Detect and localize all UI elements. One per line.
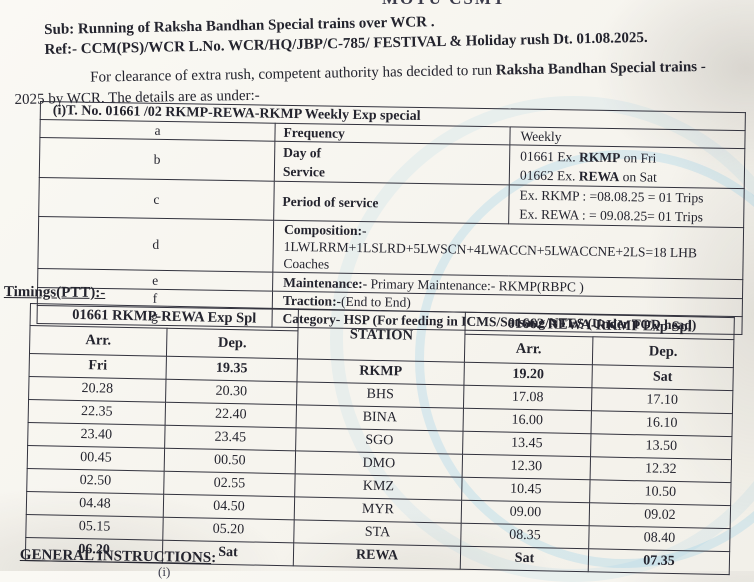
- arr-col-header: Arr.: [464, 334, 593, 365]
- arr-cell: Fri: [29, 353, 167, 380]
- arr-cell: 02.50: [26, 468, 165, 495]
- paragraph-indent: [14, 82, 90, 83]
- station-cell: RKMP: [296, 358, 465, 386]
- train-details-table: (i)T. No. 01661 /02 RKMP-REWA-RKMP Weekl…: [36, 101, 746, 335]
- timings-table: 01661 RKMP-REWA Exp Spl STATION 01662 RE…: [25, 303, 735, 575]
- row-key: c: [38, 177, 275, 221]
- day-of-service-label: Day of Service: [274, 141, 510, 185]
- station-cell: BHS: [296, 381, 464, 409]
- label-line: Day of: [283, 144, 322, 160]
- dep-cell: 05.20: [162, 517, 295, 543]
- station-cell: SGO: [295, 427, 464, 455]
- station-cell: KMZ: [294, 473, 463, 501]
- dep-cell: 23.45: [164, 425, 297, 451]
- letterhead-cutoff-text: MOTU CSMT: [382, 0, 506, 9]
- composition-value: Composition:- 1LWLRRM+1LSLRD+5LWSCN+4LWA…: [272, 220, 744, 280]
- arr-cell: 17.08: [463, 385, 592, 411]
- dep-cell: 19.35: [165, 356, 298, 382]
- label-line: Service: [282, 163, 326, 179]
- dep-cell: 13.50: [590, 433, 732, 460]
- row-key: b: [39, 137, 275, 182]
- station-cell: DMO: [295, 450, 463, 478]
- arr-col-header: Arr.: [29, 325, 168, 357]
- value-line: 01661 Ex. RKMP on Fri: [520, 148, 657, 166]
- period-of-service-label: Period of service: [273, 181, 510, 224]
- arr-cell: 22.35: [28, 399, 166, 426]
- station-cell: MYR: [294, 496, 462, 524]
- value-line: 01662 Ex. REWA on Sat: [519, 167, 657, 185]
- arr-cell: 04.48: [26, 491, 164, 518]
- station-cell: STA: [293, 519, 462, 547]
- arr-cell: 19.20: [463, 362, 593, 388]
- row-key: d: [37, 216, 274, 273]
- timings-section-label: Timings(PTT):-: [3, 284, 106, 302]
- dep-cell: 20.30: [165, 379, 297, 405]
- arr-cell: 00.45: [27, 445, 165, 472]
- dep-cell: 00.50: [164, 448, 296, 474]
- dep-cell: 04.50: [163, 494, 295, 520]
- general-instructions-heading: GENERAL INSTRUCTIONS:: [19, 547, 217, 567]
- station-cell: BINA: [296, 404, 464, 432]
- arr-cell: 05.15: [25, 514, 164, 541]
- subject-ref-block: Sub: Running of Raksha Bandhan Special t…: [44, 8, 648, 60]
- station-cell: REWA: [293, 542, 461, 570]
- period-of-service-value: Ex. RKMP : =08.08.25 = 01 Trips Ex. REWA…: [508, 184, 745, 228]
- dep-col-header: Dep.: [592, 336, 734, 368]
- dep-cell: 09.02: [589, 502, 731, 529]
- dep-cell: 08.40: [588, 525, 731, 552]
- dep-col-header: Dep.: [166, 328, 299, 359]
- dep-cell: Sat: [591, 364, 734, 391]
- station-header: STATION: [297, 308, 466, 363]
- dep-cell: 02.55: [163, 471, 296, 497]
- arr-cell: 10.45: [461, 477, 591, 503]
- arr-cell: 23.40: [27, 422, 166, 449]
- intro-text-normal: For clearance of extra rush, competent a…: [90, 62, 496, 86]
- dep-cell: 22.40: [165, 402, 297, 428]
- arr-cell: 13.45: [462, 431, 592, 457]
- value-line: Ex. REWA : = 09.08.25= 01 Trips: [519, 206, 704, 225]
- value-line: Ex. RKMP : =08.08.25 = 01 Trips: [519, 187, 704, 206]
- arr-cell: 16.00: [463, 408, 592, 434]
- dep-cell: 10.50: [589, 479, 732, 506]
- arr-cell: 08.35: [460, 523, 590, 549]
- arr-cell: Sat: [460, 546, 589, 572]
- arr-cell: 20.28: [28, 376, 166, 403]
- intro-text-bold: Raksha Bandhan Special trains -: [495, 58, 706, 79]
- bottom-cutoff-text: (i): [158, 564, 171, 579]
- dep-cell: 17.10: [591, 387, 733, 414]
- arr-cell: 12.30: [462, 454, 591, 480]
- day-of-service-value: 01661 Ex. RKMP on Fri 01662 Ex. REWA on …: [509, 144, 745, 189]
- arr-cell: 09.00: [461, 500, 590, 526]
- dep-cell: 16.10: [591, 410, 733, 437]
- dep-cell: 12.32: [590, 456, 732, 483]
